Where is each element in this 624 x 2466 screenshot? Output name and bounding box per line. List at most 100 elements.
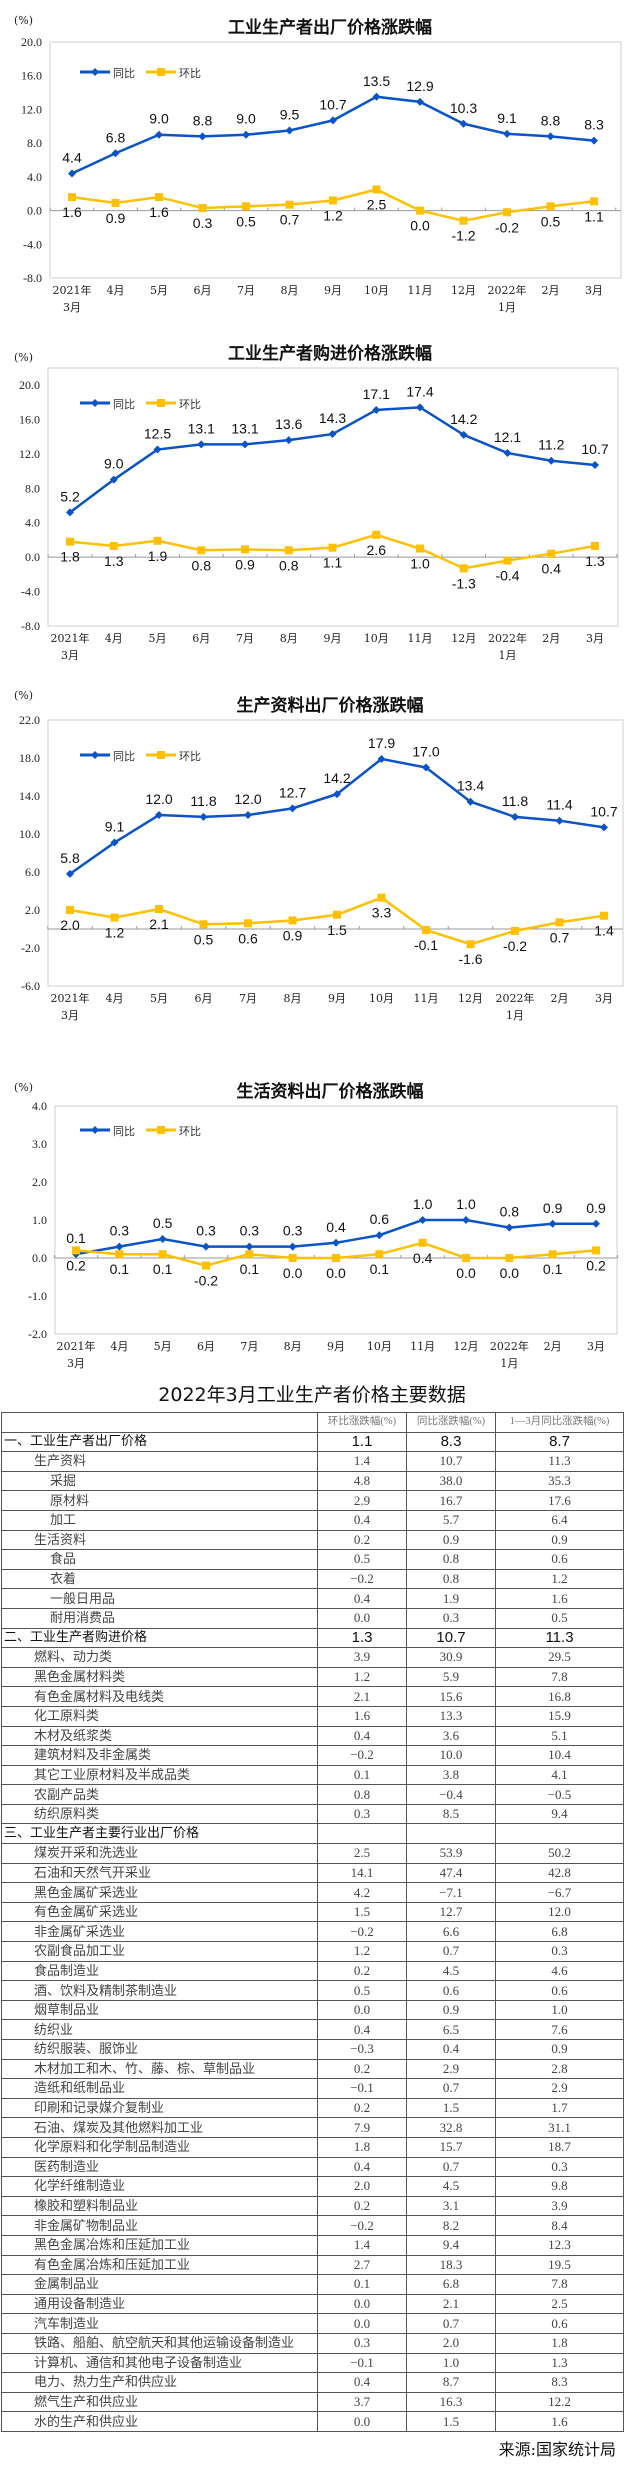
- mom-data-label: 0.1: [543, 1261, 563, 1277]
- plot-frame: [49, 41, 622, 279]
- yoy-point: [111, 149, 120, 158]
- cell-yoy: 1.9: [406, 1588, 496, 1609]
- yoy-point: [202, 1242, 210, 1251]
- cell-mom: 0.4: [317, 1509, 407, 1531]
- mom-data-label: 1.1: [323, 555, 343, 571]
- row-label: 一、工业生产者出厂价格: [1, 1431, 318, 1453]
- x-tick-label: 1月: [499, 649, 517, 660]
- mom-data-label: 0.8: [279, 557, 299, 573]
- mom-data-label: 0.1: [240, 1261, 260, 1277]
- table-title: 2022年3月工业生产者价格主要数据: [158, 1384, 466, 1406]
- legend-yoy-label: 同比: [113, 1125, 135, 1138]
- yoy-point: [115, 1242, 124, 1251]
- x-tick-label: 4月: [105, 632, 123, 645]
- cell-mom: 0.4: [317, 2372, 407, 2393]
- cell-mom: 4.2: [317, 1882, 407, 1903]
- mom-data-label: 0.0: [326, 1265, 346, 1281]
- table-row: 非金属矿采选业 −0.2 6.6 6.8: [1, 1921, 624, 1943]
- legend-diamond-icon: [91, 68, 99, 76]
- mom-point: [547, 549, 556, 558]
- cell-ytd: 0.6: [495, 2313, 624, 2334]
- y-tick-label: 6.0: [25, 865, 40, 879]
- y-tick-label: -4.0: [21, 585, 40, 599]
- mom-point: [462, 1254, 470, 1262]
- yoy-data-label: 13.6: [275, 416, 302, 432]
- yoy-point: [288, 804, 297, 813]
- cell-yoy: 8.2: [406, 2215, 496, 2236]
- table-row: 黑色金属材料类 1.2 5.9 7.8: [1, 1666, 624, 1688]
- cell-ytd: 8.3: [495, 2372, 624, 2393]
- cell-ytd: 7.8: [495, 2274, 624, 2295]
- row-label: 黑色金属矿采选业: [1, 1882, 318, 1903]
- mom-data-label: -0.1: [414, 937, 438, 953]
- legend-yoy-label: 同比: [113, 67, 135, 80]
- cell-yoy: 15.6: [406, 1686, 496, 1707]
- legend-mom-label: 环比: [179, 67, 201, 80]
- yoy-data-label: 6.8: [106, 129, 126, 145]
- table-row: 纺织原料类 0.3 8.5 9.4: [1, 1803, 624, 1825]
- row-label: 造纸和纸制品业: [1, 2078, 318, 2099]
- y-tick-label: 2.0: [32, 1175, 47, 1189]
- cell-mom: 2.1: [317, 1686, 407, 1707]
- yoy-point: [158, 1235, 167, 1243]
- row-label: 有色金属矿采选业: [1, 1901, 318, 1923]
- cell-mom: 0.4: [317, 2019, 407, 2040]
- mom-data-label: 1.6: [62, 204, 82, 220]
- chart-title: 工业生产者出厂价格涨跌幅: [228, 17, 432, 38]
- mom-point: [328, 543, 337, 552]
- y-tick-label: -2.0: [28, 1327, 47, 1341]
- x-tick-label: 2022年: [488, 631, 527, 645]
- mom-point: [466, 940, 475, 949]
- yoy-point: [505, 1223, 514, 1232]
- mom-point: [285, 200, 294, 209]
- cell-yoy: 0.9: [406, 1999, 496, 2021]
- table-row: 酒、饮料及精制茶制造业 0.5 0.6 0.6: [1, 1980, 624, 2001]
- y-tick-label: 20.0: [21, 35, 42, 49]
- y-tick-label: 4.0: [27, 170, 42, 184]
- x-tick-label: 4月: [106, 992, 124, 1005]
- mom-point: [416, 544, 424, 553]
- cell-yoy: 12.7: [406, 1901, 496, 1923]
- x-tick-label: 2021年: [51, 631, 90, 645]
- yoy-point: [155, 811, 163, 819]
- row-label: 耐用消费品: [1, 1607, 318, 1629]
- row-label: 石油、煤炭及其他燃料加工业: [1, 2117, 318, 2138]
- mom-point: [377, 893, 386, 902]
- cell-ytd: 0.9: [495, 2039, 624, 2060]
- x-tick-label: 5月: [150, 284, 168, 297]
- section-row: 二、工业生产者购进价格 1.3 10.7 11.3: [1, 1627, 624, 1649]
- cell-ytd: 4.1: [495, 1764, 624, 1786]
- cell-yoy: 3.8: [406, 1764, 496, 1786]
- table-row: 化学原料和化学制品制造业 1.8 15.7 18.7: [1, 2136, 624, 2158]
- mom-point: [546, 202, 555, 211]
- table-row: 农副产品类 0.8 −0.4 −0.5: [1, 1784, 624, 1805]
- mom-point: [284, 546, 293, 555]
- table-row: 建筑材料及非金属类 −0.2 10.0 10.4: [1, 1745, 624, 1766]
- row-label: 化学纤维制造业: [1, 2176, 318, 2197]
- row-label: 有色金属冶炼和压延加工业: [1, 2254, 318, 2276]
- x-tick-label: 11月: [410, 1340, 435, 1353]
- x-tick-label: 7月: [239, 992, 257, 1005]
- cell-mom: 2.0: [317, 2176, 407, 2197]
- yoy-point: [245, 1242, 254, 1251]
- mom-point: [244, 919, 252, 928]
- source-note: 来源:国家统计局: [498, 2440, 616, 2459]
- yoy-data-label: 13.1: [231, 420, 258, 436]
- table-row: 木材加工和木、竹、藤、棕、草制品业 0.2 2.9 2.8: [1, 2058, 624, 2080]
- cell-ytd: 1.6: [495, 2411, 624, 2432]
- cell-mom: [317, 1823, 407, 1845]
- table-row: 铁路、船舶、航空航天和其他运输设备制造业 0.3 2.0 1.8: [1, 2332, 624, 2354]
- table-row: 非金属矿物制品业 −0.2 8.2 8.4: [1, 2215, 624, 2236]
- row-label: 纺织业: [1, 2019, 318, 2040]
- cell-mom: 0.4: [317, 1725, 407, 1747]
- table-row: 通用设备制造业 0.0 2.1 2.5: [1, 2293, 624, 2315]
- x-tick-label: 1月: [506, 1009, 524, 1022]
- line-chart-1: 工业生产者出厂价格涨跌幅 (%) 20.0 16.0 12.0 8.0 4.0 0.0 -4.0…: [0, 0, 624, 320]
- cell-ytd: −6.7: [495, 1882, 624, 1903]
- x-tick-label: 7月: [236, 632, 254, 645]
- yoy-data-label: 0.4: [326, 1219, 346, 1235]
- cell-ytd: 17.6: [495, 1490, 624, 1511]
- mom-data-label: 1.5: [327, 922, 347, 938]
- row-label: 食品制造业: [1, 1960, 318, 1982]
- cell-yoy: 0.9: [406, 1529, 496, 1551]
